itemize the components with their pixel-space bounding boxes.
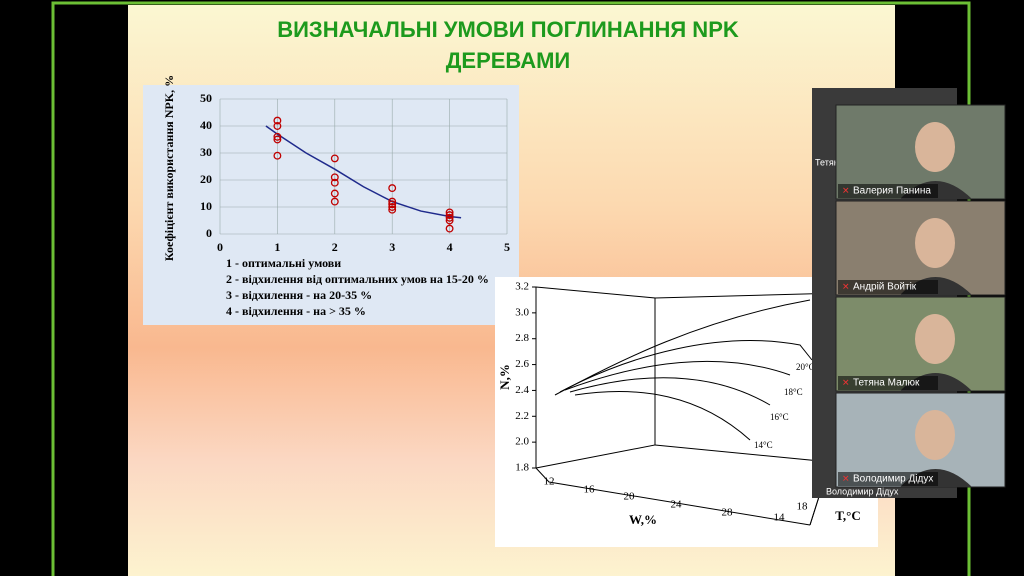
participant-name: Тетяна Малюк — [853, 378, 920, 389]
y-tick-label: 3.0 — [515, 306, 529, 318]
back-wall — [535, 286, 656, 469]
legend-line: 2 - відхилення від оптимальних умов на 1… — [226, 272, 489, 286]
x-tick-label: 0 — [217, 240, 223, 254]
data-point — [445, 213, 454, 222]
name-bg — [838, 280, 938, 294]
x-tick-label: 3 — [389, 240, 395, 254]
data-point — [445, 224, 454, 233]
data-point — [273, 135, 282, 144]
x-tick-label: 5 — [504, 240, 510, 254]
name-bg — [838, 184, 938, 198]
data-point — [330, 189, 339, 198]
participant-name: Валерия Панина — [853, 186, 931, 197]
w-tick-label: 16 — [584, 484, 596, 496]
mic-icon: ✕ — [842, 473, 850, 483]
scatter-panel — [143, 85, 519, 325]
slide-title: ДЕРЕВАМИ — [446, 48, 571, 73]
name-bg — [838, 472, 938, 486]
w-tick-label: 20 — [624, 491, 636, 503]
mic-icon: ✕ — [842, 185, 850, 195]
participant-tiles: ✕ Валерия Панина✕ Андрій Войтік✕ Тетяна Мал… — [835, 104, 1006, 488]
y-axis-label: N,% — [497, 364, 512, 390]
data-point — [445, 208, 454, 217]
y-tick-label: 3.2 — [515, 281, 529, 293]
y-axis-label: Коефіцієнт використання NPK, % — [162, 75, 176, 261]
data-point — [273, 116, 282, 125]
x-tick-label: 1 — [274, 240, 280, 254]
participant-head — [915, 314, 955, 364]
y-tick-label: 10 — [200, 199, 212, 213]
curve — [564, 360, 791, 391]
y-tick-label: 1.8 — [515, 462, 529, 474]
w-tick-label: 28 — [722, 507, 734, 519]
scatter-chart: 0 10 20 30 40 50 0 1 2 3 4 5 1 - оптимальні умови 2 -… — [200, 91, 510, 318]
participant-head — [915, 410, 955, 460]
w-tick-label: 12 — [544, 476, 555, 488]
data-point — [273, 132, 282, 141]
name-bg — [838, 376, 938, 390]
t-tick-label: 14 — [774, 512, 786, 524]
curve-label: 16°C — [770, 412, 789, 422]
data-point — [445, 216, 454, 225]
y-tick-label: 30 — [200, 145, 212, 159]
w-tick-label: 24 — [671, 499, 683, 511]
data-point — [273, 151, 282, 160]
x-tick-label: 2 — [332, 240, 338, 254]
slide-title: ВИЗНАЧАЛЬНІ УМОВИ ПОГЛИНАННЯ NPK — [277, 17, 739, 42]
legend-line: 1 - оптимальні умови — [226, 256, 341, 270]
data-point — [330, 197, 339, 206]
t-tick-label: 18 — [797, 501, 809, 513]
data-point — [330, 178, 339, 187]
y-tick-label: 2.4 — [515, 384, 529, 396]
data-point — [330, 154, 339, 163]
y-tick-label: 40 — [200, 118, 212, 132]
legend-line: 3 - відхилення - на 20-35 % — [226, 288, 372, 302]
legend-line: 4 - відхилення - на > 35 % — [226, 304, 366, 318]
y-tick-label: 50 — [200, 91, 212, 105]
curve — [569, 377, 771, 406]
curve-label: 18°C — [784, 387, 803, 397]
curve — [574, 390, 751, 441]
y-tick-label: 2.2 — [515, 410, 529, 422]
t-axis-label: T,°C — [835, 508, 861, 523]
w-axis-label: W,% — [629, 512, 657, 527]
data-point — [330, 173, 339, 182]
participant-name: Андрій Войтік — [853, 282, 917, 293]
data-point — [273, 122, 282, 130]
background-label: Тетяна — [815, 157, 844, 167]
background-label: Володимир Дідух — [826, 486, 899, 496]
surface-chart: 1.82.02.22.42.62.83.03.21216202428141822 — [515, 281, 830, 524]
axis — [535, 287, 811, 526]
x-tick-label: 4 — [447, 240, 453, 254]
data-point — [445, 211, 454, 220]
mic-icon: ✕ — [842, 281, 850, 291]
participant-name: Володимир Дідух — [853, 474, 933, 485]
data-point — [388, 203, 397, 211]
data-point — [388, 184, 397, 193]
curve — [559, 340, 813, 393]
mic-icon: ✕ — [842, 377, 850, 387]
surface-curves — [554, 299, 813, 441]
y-tick-label: 20 — [200, 172, 212, 186]
y-tick-label: 2.8 — [515, 332, 529, 344]
y-tick-label: 2.0 — [515, 436, 529, 448]
y-tick-label: 0 — [206, 226, 212, 240]
trend-line — [265, 125, 462, 219]
data-point — [388, 197, 397, 206]
y-tick-label: 2.6 — [515, 358, 529, 370]
participant-head — [915, 218, 955, 268]
data-point — [388, 205, 397, 214]
data-point — [388, 200, 397, 209]
participant-head — [915, 122, 955, 172]
curve-label: 20°C — [796, 362, 815, 372]
curve-label: 14°C — [754, 440, 773, 450]
